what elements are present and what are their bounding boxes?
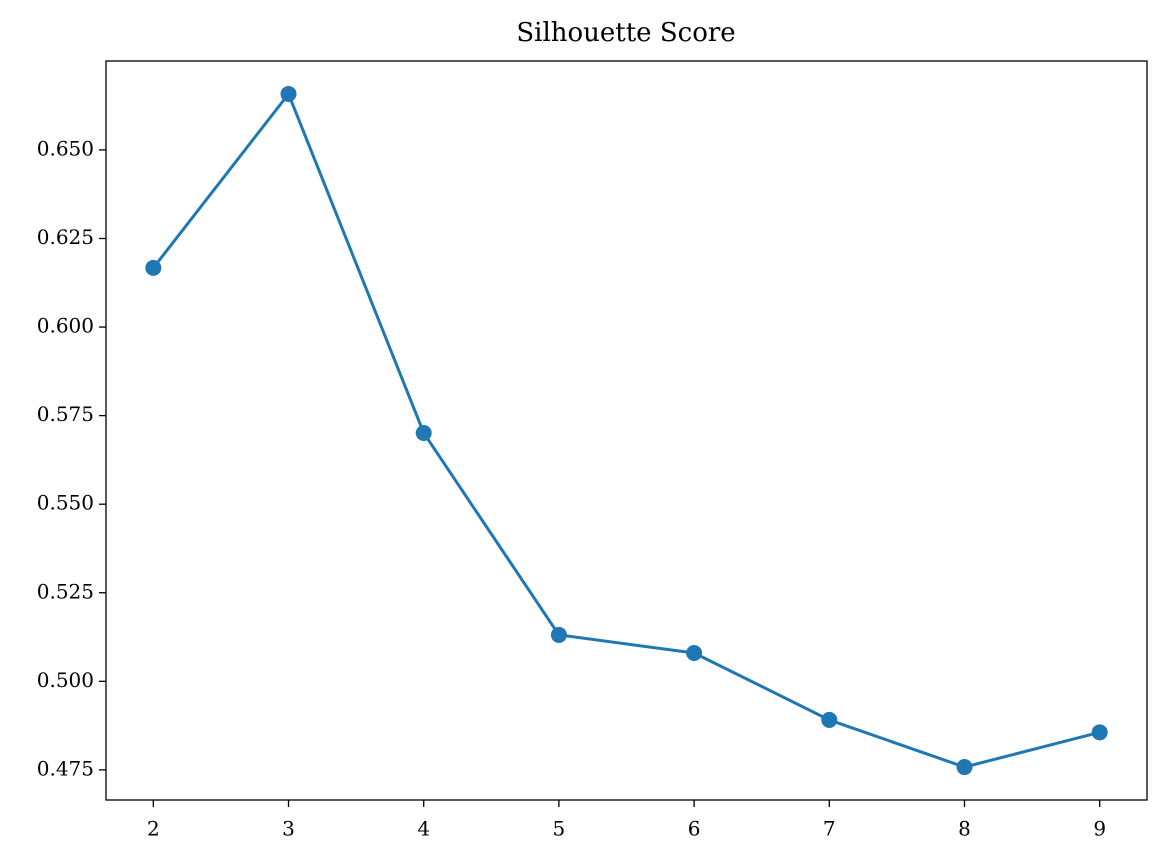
chart-title: Silhouette Score [516, 18, 735, 48]
x-tick-label: 4 [417, 817, 430, 841]
y-tick-label: 0.475 [37, 756, 94, 780]
line [152, 90, 1101, 769]
y-tick-label: 0.625 [37, 225, 94, 249]
x-tick-label: 5 [553, 817, 566, 841]
y-tick-label: 0.600 [37, 314, 94, 338]
y-tick-label: 0.550 [37, 491, 94, 515]
point [956, 759, 973, 776]
x-tick-label: 3 [282, 817, 295, 841]
point [415, 424, 432, 441]
y-tick-label: 0.575 [37, 402, 94, 426]
point [550, 626, 567, 643]
plot-frame [105, 60, 1148, 801]
y-tick-label: 0.500 [37, 668, 94, 692]
point [686, 644, 703, 661]
point [145, 259, 162, 276]
x-tick-label: 2 [147, 817, 160, 841]
y-tick-label: 0.525 [37, 579, 94, 603]
x-tick-label: 8 [958, 817, 971, 841]
point [1091, 724, 1108, 741]
x-tick-label: 9 [1093, 817, 1106, 841]
y-tick-label: 0.650 [37, 136, 94, 160]
point [280, 85, 297, 102]
point [821, 711, 838, 728]
x-tick-label: 6 [688, 817, 701, 841]
x-tick-label: 7 [823, 817, 836, 841]
